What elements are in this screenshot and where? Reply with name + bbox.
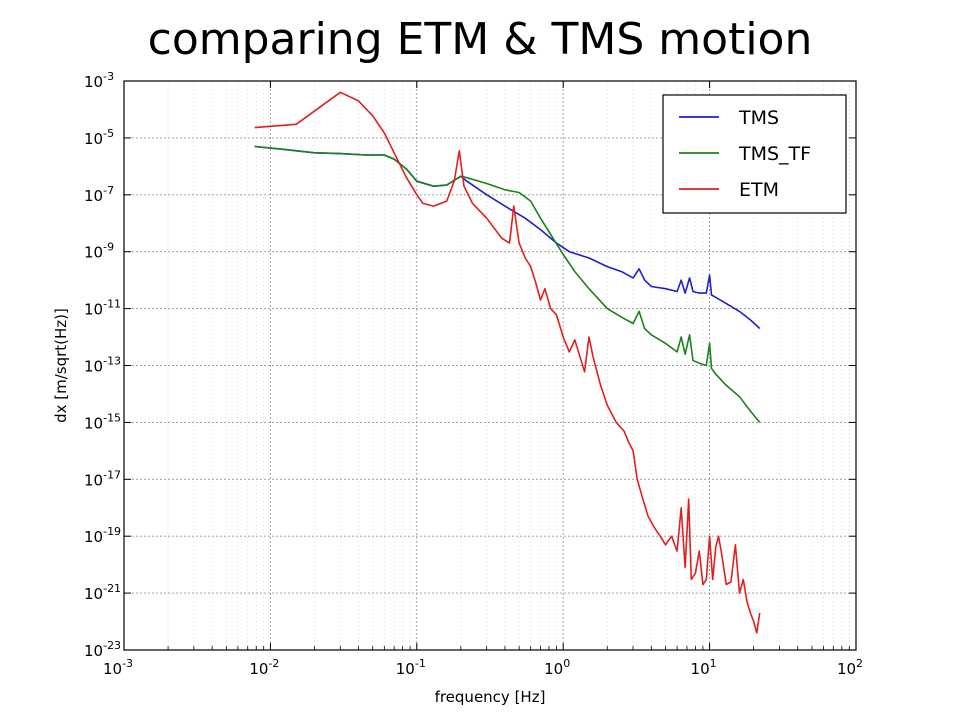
x-tick-label: 10-2 (249, 657, 279, 678)
y-tick-label: 10-13 (84, 355, 121, 376)
x-axis-label: frequency [Hz] (435, 688, 546, 706)
legend-label: ETM (739, 179, 779, 201)
y-tick-label: 10-9 (84, 241, 114, 262)
y-tick-label: 10-23 (84, 639, 121, 660)
x-tick-label: 10-3 (103, 657, 133, 678)
legend-label: TMS (738, 107, 779, 129)
y-tick-label: 10-5 (84, 127, 114, 148)
y-tick-label: 10-15 (84, 411, 121, 432)
series-group (254, 91, 761, 634)
x-tick-label: 101 (691, 657, 717, 678)
x-tick-label: 10-1 (396, 657, 426, 678)
legend-box (662, 94, 847, 214)
grid (123, 80, 857, 651)
legend: TMS TMS_TF ETM (662, 94, 847, 214)
x-tick-label: 100 (544, 657, 570, 678)
y-tick-label: 10-3 (84, 70, 114, 91)
y-tick-label: 10-21 (84, 582, 121, 603)
y-tick-label: 10-11 (84, 298, 121, 319)
y-axis-label: dx [m/sqrt(Hz)] (52, 308, 70, 423)
y-tick-label: 10-19 (84, 525, 121, 546)
slide-title: comparing ETM & TMS motion (147, 14, 813, 65)
series-line-tms-tf (254, 145, 761, 423)
y-tick-label: 10-17 (84, 468, 121, 489)
series-line-etm (254, 91, 761, 634)
axes: 10-3 10-2 10-1 100 101 102 10-23 10-21 10-19 10-1… (52, 70, 863, 706)
x-tick-label: 102 (837, 657, 863, 678)
legend-label: TMS_TF (738, 143, 811, 165)
y-tick-label: 10-7 (84, 184, 114, 205)
